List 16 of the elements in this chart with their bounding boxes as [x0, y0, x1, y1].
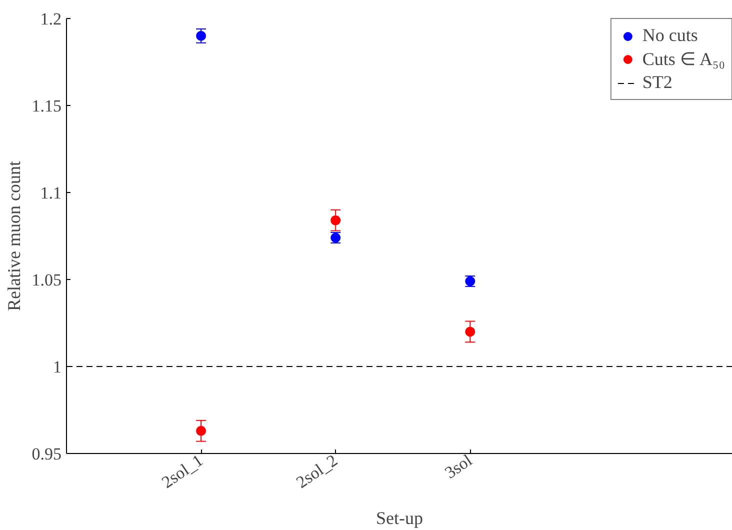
y-axis-title: Relative muon count — [4, 161, 24, 311]
legend-label: ST2 — [642, 72, 672, 93]
legend-label: No cuts — [642, 25, 698, 46]
point — [330, 215, 341, 226]
y-tick-label: 0.95 — [32, 444, 62, 464]
y-tick-label: 1.1 — [40, 184, 62, 202]
point — [465, 326, 476, 337]
y-tick-label: 1 — [53, 358, 62, 376]
y-tick-label: 1.2 — [40, 10, 62, 28]
legend-label: Cuts ∈ A₅₀ — [642, 48, 725, 70]
y-tick-label: 1.05 — [32, 270, 62, 290]
y-tick-label: 1.15 — [32, 96, 62, 116]
x-tick-label: 3sol — [441, 450, 476, 482]
x-axis-title: Set-up — [376, 508, 423, 528]
point — [196, 30, 206, 41]
point — [196, 426, 206, 436]
